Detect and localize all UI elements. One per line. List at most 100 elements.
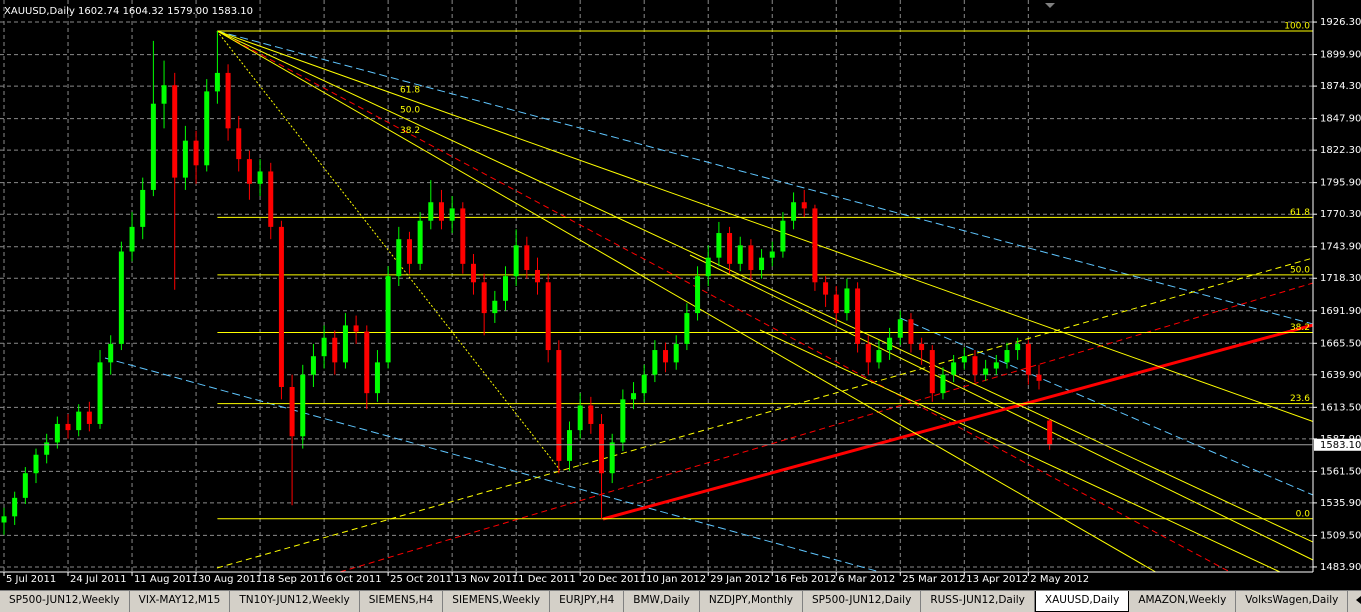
- candle-body: [246, 159, 252, 184]
- y-tick-label: 1899.90: [1320, 50, 1361, 61]
- candle-body: [353, 325, 359, 332]
- candle-body: [780, 220, 786, 252]
- x-tick-label: 30 Aug 2011: [198, 574, 262, 585]
- candle-body: [801, 202, 807, 209]
- candle-body: [278, 226, 284, 387]
- candle-body: [556, 350, 562, 461]
- x-tick-label: 29 Jan 2012: [710, 574, 770, 585]
- candles: [1, 31, 1053, 535]
- tab-bar: SP500-JUN12,Weekly VIX-MAY12,M15 TN10Y-JUN…: [0, 590, 1361, 612]
- candle-body: [150, 103, 156, 190]
- candle-body: [204, 91, 210, 166]
- chart-tab[interactable]: VIX-MAY12,M15: [130, 591, 231, 612]
- candle-body: [876, 350, 882, 363]
- chart-tab[interactable]: BMW,Daily: [624, 591, 700, 612]
- candle-body: [300, 374, 306, 437]
- trendline: [216, 30, 1231, 573]
- candle-body: [97, 362, 103, 424]
- candle-body: [22, 473, 28, 498]
- candle-body: [182, 140, 188, 178]
- candle-body: [791, 202, 797, 221]
- candle-body: [1036, 374, 1042, 381]
- candle-body: [844, 288, 850, 314]
- candle-body: [588, 405, 594, 424]
- chart-title: XAUUSD,Daily 1602.74 1604.32 1579.00 158…: [4, 6, 253, 17]
- candle-body: [620, 399, 626, 443]
- x-tick-label: 25 Oct 2011: [390, 574, 452, 585]
- axes: 1926.30 1899.90 1874.30 1847.90 1822.30 1795.…: [0, 0, 1361, 585]
- candle-body: [492, 300, 498, 314]
- x-tick-label: 13 Nov 2011: [454, 574, 518, 585]
- candle-body: [257, 171, 263, 184]
- candle-body: [812, 208, 818, 283]
- candle-body: [759, 257, 765, 270]
- chart-tab[interactable]: XAUUSD,Daily: [1034, 591, 1130, 612]
- candle-body: [33, 454, 39, 474]
- candle-body: [76, 411, 82, 431]
- candle-body: [460, 208, 466, 264]
- chart-tab[interactable]: TN10Y-JUN12,Weekly: [230, 591, 360, 612]
- candle-body: [374, 362, 380, 394]
- tab-prev[interactable]: [1354, 595, 1361, 605]
- fib-label: 38.2: [1290, 323, 1310, 333]
- candle-body: [524, 245, 530, 270]
- fan-label: 50.0: [400, 106, 420, 116]
- candle-body: [364, 331, 370, 394]
- chart: 100.0 61.8 50.0 38.2 23.6 0.0 61.8 50.0 38.2 192…: [0, 0, 1361, 585]
- trendline: [759, 329, 1281, 573]
- candle-body: [513, 245, 519, 277]
- candle-body: [118, 251, 124, 344]
- chart-tab[interactable]: SIEMENS,Weekly: [443, 591, 551, 612]
- candle-body: [577, 405, 583, 431]
- candle-body: [268, 171, 274, 227]
- candle-body: [108, 343, 114, 363]
- candle-body: [193, 140, 199, 166]
- candle-body: [833, 294, 839, 314]
- candle-body: [406, 239, 412, 264]
- candle-body: [428, 202, 434, 221]
- chart-tab[interactable]: SP500-JUN12,Weekly: [0, 591, 130, 612]
- candle-body: [470, 263, 476, 283]
- candle-body: [332, 337, 338, 363]
- candle-body: [310, 356, 316, 375]
- fib-label: 100.0: [1284, 22, 1310, 32]
- x-tick-label: 25 Mar 2012: [902, 574, 965, 585]
- candle-body: [908, 319, 914, 344]
- shift-marker: [1045, 3, 1055, 8]
- chart-tab[interactable]: NZDJPY,Monthly: [700, 591, 803, 612]
- y-tick-label: 1822.30: [1320, 145, 1361, 156]
- candle-body: [535, 269, 540, 283]
- fib-label: 23.6: [1290, 394, 1310, 404]
- fib-label: 61.8: [1290, 208, 1310, 218]
- y-tick-label: 1926.30: [1320, 17, 1361, 28]
- candle-body: [769, 251, 775, 258]
- candle-body: [865, 343, 871, 363]
- fan-label: 38.2: [400, 126, 420, 136]
- candle-body: [172, 85, 178, 178]
- candle-body: [342, 325, 348, 363]
- y-tick-label: 1483.90: [1320, 562, 1361, 573]
- candle-body: [567, 430, 573, 461]
- x-tick-label: 1 Dec 2011: [518, 574, 576, 585]
- x-tick-label: 11 Aug 2011: [134, 574, 198, 585]
- chart-tab[interactable]: RUSS-JUN12,Daily: [921, 591, 1035, 612]
- y-tick-label: 1613.50: [1320, 402, 1361, 413]
- chart-tab[interactable]: VolksWagen,Daily: [1236, 591, 1349, 612]
- candle-body: [1025, 343, 1031, 375]
- candle-body: [919, 343, 925, 351]
- y-tick-label: 1847.90: [1320, 114, 1361, 125]
- candle-body: [225, 72, 231, 129]
- chart-tab[interactable]: AMAZON,Weekly: [1129, 591, 1237, 612]
- candle-body: [599, 423, 605, 474]
- chart-tab[interactable]: SP500-JUN12,Daily: [803, 591, 922, 612]
- candle-body: [438, 202, 444, 221]
- candle-body: [631, 393, 637, 400]
- chart-tab[interactable]: SIEMENS,H4: [360, 591, 444, 612]
- fan-line: [217, 30, 1156, 573]
- chart-tab[interactable]: EURJPY,H4: [550, 591, 625, 612]
- candle-body: [737, 245, 743, 264]
- candle-body: [663, 350, 669, 363]
- candle-body: [86, 411, 92, 424]
- candle-body: [673, 343, 679, 363]
- candle-body: [545, 282, 551, 351]
